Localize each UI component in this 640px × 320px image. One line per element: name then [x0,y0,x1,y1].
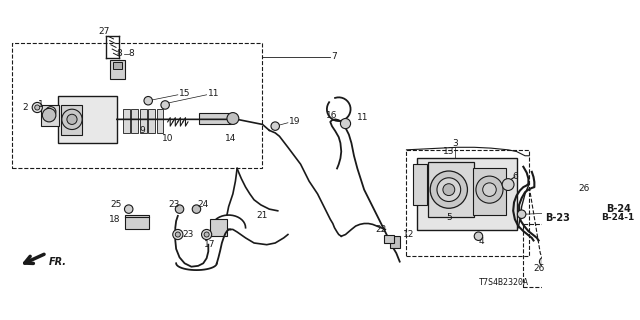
Text: 12: 12 [403,230,414,239]
Text: 24: 24 [198,200,209,209]
Circle shape [430,171,467,208]
Bar [123,109,129,133]
Bar [12,43,262,168]
Bar [58,97,117,143]
Bar [524,223,591,287]
Text: T7S4B2320A: T7S4B2320A [479,278,529,287]
Circle shape [35,105,40,110]
Circle shape [540,257,548,266]
Text: B-24: B-24 [605,204,630,214]
Text: B-24-1: B-24-1 [602,213,635,222]
Bar [140,109,147,133]
Circle shape [202,229,212,240]
Text: 11: 11 [356,113,368,122]
Circle shape [173,229,183,240]
Bar [41,105,60,126]
Circle shape [175,232,180,237]
Text: 26: 26 [579,184,590,193]
Circle shape [48,109,53,114]
Bar [390,236,400,248]
Bar [210,219,227,236]
Circle shape [204,232,209,237]
Bar [110,60,125,79]
Circle shape [67,114,77,124]
Bar [383,235,394,243]
Circle shape [502,179,514,190]
Circle shape [144,97,152,105]
Text: 8: 8 [116,49,122,58]
Bar [131,109,138,133]
Text: 2: 2 [22,103,28,112]
Circle shape [125,205,133,213]
Circle shape [161,101,170,109]
Text: 14: 14 [225,134,236,143]
Text: 15: 15 [179,90,190,99]
Text: 10: 10 [162,134,173,143]
Circle shape [192,205,201,213]
Circle shape [517,210,526,219]
Bar [472,168,506,215]
Text: 9: 9 [140,126,145,135]
Text: 4: 4 [478,237,484,246]
Text: 5: 5 [446,213,452,222]
Bar [417,158,516,230]
Bar [428,162,474,217]
Text: 6: 6 [512,172,518,181]
Text: 23: 23 [169,200,180,209]
Text: 7: 7 [332,52,337,61]
Text: 27: 27 [99,27,110,36]
Bar [157,109,163,133]
Text: 25: 25 [110,200,122,209]
Bar [61,105,82,135]
Text: 17: 17 [204,240,216,249]
Bar [413,164,427,205]
Bar [199,113,231,124]
Circle shape [227,113,239,124]
Circle shape [32,102,42,113]
Text: 13: 13 [443,147,454,156]
Bar [148,109,155,133]
Text: 22: 22 [376,225,387,234]
Text: 23: 23 [182,230,194,239]
Circle shape [443,184,455,196]
Text: 3: 3 [452,139,458,148]
Text: 19: 19 [289,117,300,126]
Circle shape [62,109,82,130]
Circle shape [476,176,503,203]
Circle shape [175,205,184,213]
Text: 16: 16 [326,111,338,120]
Text: 1: 1 [38,100,44,109]
Text: 11: 11 [207,90,219,99]
Text: 18: 18 [109,215,121,224]
Bar [113,62,122,68]
Text: FR.: FR. [49,257,67,267]
Text: 21: 21 [257,211,268,220]
Bar [406,150,529,256]
Circle shape [271,122,280,130]
Text: 26: 26 [533,264,544,273]
Circle shape [437,178,461,202]
Bar [125,215,149,228]
Circle shape [340,118,351,129]
Circle shape [42,108,56,122]
Text: B-23: B-23 [545,212,570,223]
Text: 8: 8 [129,49,134,58]
Circle shape [474,232,483,240]
Circle shape [45,107,56,117]
Circle shape [483,183,496,196]
